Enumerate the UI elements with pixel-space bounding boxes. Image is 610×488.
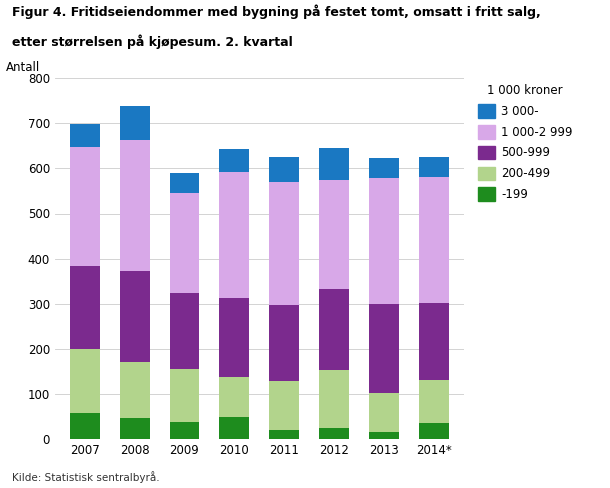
Bar	[120, 106, 149, 140]
Bar	[170, 293, 199, 369]
Bar	[70, 147, 100, 266]
Bar	[418, 157, 448, 178]
Bar	[170, 173, 199, 193]
Text: Antall: Antall	[6, 61, 40, 75]
Bar	[369, 432, 399, 439]
Bar	[418, 178, 448, 303]
Bar	[418, 424, 448, 439]
Bar	[269, 382, 299, 430]
Bar	[269, 305, 299, 382]
Bar	[369, 178, 399, 304]
Text: Figur 4. Fritidseiendommer med bygning på festet tomt, omsatt i fritt salg,: Figur 4. Fritidseiendommer med bygning p…	[12, 5, 541, 20]
Bar	[269, 182, 299, 305]
Legend: 3 000-, 1 000-2 999, 500-999, 200-499, -199: 3 000-, 1 000-2 999, 500-999, 200-499, -…	[478, 84, 573, 201]
Text: etter størrelsen på kjøpesum. 2. kvartal: etter størrelsen på kjøpesum. 2. kvartal	[12, 34, 293, 49]
Bar	[319, 289, 349, 370]
Text: Kilde: Statistisk sentralbyrå.: Kilde: Statistisk sentralbyrå.	[12, 471, 160, 483]
Bar	[220, 417, 249, 439]
Bar	[70, 349, 100, 413]
Bar	[269, 430, 299, 439]
Bar	[319, 428, 349, 439]
Bar	[170, 193, 199, 293]
Bar	[319, 370, 349, 428]
Bar	[269, 157, 299, 182]
Bar	[319, 148, 349, 180]
Bar	[220, 298, 249, 377]
Bar	[170, 369, 199, 423]
Bar	[70, 124, 100, 147]
Bar	[70, 266, 100, 349]
Bar	[120, 140, 149, 271]
Bar	[418, 303, 448, 380]
Bar	[319, 180, 349, 289]
Bar	[369, 158, 399, 178]
Bar	[418, 380, 448, 424]
Bar	[369, 393, 399, 432]
Bar	[120, 363, 149, 418]
Bar	[120, 418, 149, 439]
Bar	[220, 149, 249, 172]
Bar	[220, 377, 249, 417]
Bar	[220, 172, 249, 298]
Bar	[70, 413, 100, 439]
Bar	[170, 423, 199, 439]
Bar	[120, 271, 149, 363]
Bar	[369, 304, 399, 393]
